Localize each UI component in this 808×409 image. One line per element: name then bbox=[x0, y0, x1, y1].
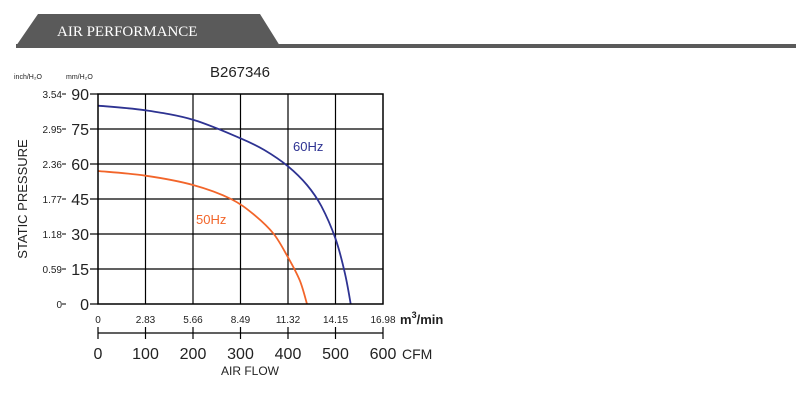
chart-grid bbox=[98, 94, 383, 304]
y-tick-label-inch: 0 bbox=[56, 300, 62, 311]
x-tick-label-m3min: 11.32 bbox=[276, 315, 301, 326]
x-unit-cfm: CFM bbox=[402, 346, 432, 362]
x-axis-title: AIR FLOW bbox=[221, 364, 280, 378]
y-unit-mm: mm/H₂O bbox=[66, 74, 93, 81]
x-tick-label-cfm: 0 bbox=[94, 346, 103, 363]
series-label-50hz: 50Hz bbox=[196, 212, 226, 227]
y-tick-label-mm: 30 bbox=[71, 227, 89, 244]
header-rule bbox=[16, 44, 796, 48]
chart-title: B267346 bbox=[210, 64, 270, 81]
y-tick-label-inch: 2.36 bbox=[43, 160, 63, 171]
header-tab bbox=[16, 14, 280, 46]
x-tick-label-m3min: 16.98 bbox=[370, 315, 395, 326]
y-tick-label-inch: 1.77 bbox=[43, 195, 63, 206]
x-tick-label-cfm: 100 bbox=[132, 346, 159, 363]
x-tick-label-m3min: 2.83 bbox=[136, 315, 156, 326]
y-tick-label-mm: 45 bbox=[71, 192, 89, 209]
x-tick-label-cfm: 200 bbox=[180, 346, 207, 363]
x-tick-label-cfm: 600 bbox=[370, 346, 397, 363]
y-axis-title: STATIC PRESSURE bbox=[15, 139, 30, 259]
x-tick-label-cfm: 400 bbox=[275, 346, 302, 363]
x-unit-m3min: m3/min bbox=[400, 310, 443, 327]
x-tick-label-cfm: 500 bbox=[322, 346, 349, 363]
y-tick-label-inch: 0.59 bbox=[43, 265, 63, 276]
y-tick-label-mm: 0 bbox=[80, 297, 89, 314]
chart-curves bbox=[97, 104, 352, 305]
y-tick-label-mm: 90 bbox=[71, 87, 89, 104]
x-tick-label-m3min: 8.49 bbox=[231, 315, 251, 326]
y-tick-label-mm: 75 bbox=[71, 122, 89, 139]
section-header: AIR PERFORMANCE bbox=[16, 14, 796, 48]
x-tick-label-m3min: 14.15 bbox=[323, 315, 348, 326]
header-title: AIR PERFORMANCE bbox=[57, 24, 197, 40]
y-tick-label-inch: 2.95 bbox=[43, 125, 63, 136]
y-unit-inch: inch/H₂O bbox=[14, 74, 43, 81]
x-tick-label-cfm: 300 bbox=[227, 346, 254, 363]
plot-frame bbox=[97, 93, 384, 305]
series-label-60hz: 60Hz bbox=[293, 139, 323, 154]
y-tick-label-mm: 60 bbox=[71, 157, 89, 174]
x-tick-label-m3min: 0 bbox=[95, 315, 101, 326]
y-tick-label-inch: 1.18 bbox=[43, 230, 63, 241]
series-line-60hz bbox=[97, 104, 352, 305]
y-tick-label-mm: 15 bbox=[71, 262, 89, 279]
y-tick-label-inch: 3.54 bbox=[43, 90, 63, 101]
series-line-50hz bbox=[97, 170, 308, 305]
x-tick-label-m3min: 5.66 bbox=[183, 315, 203, 326]
